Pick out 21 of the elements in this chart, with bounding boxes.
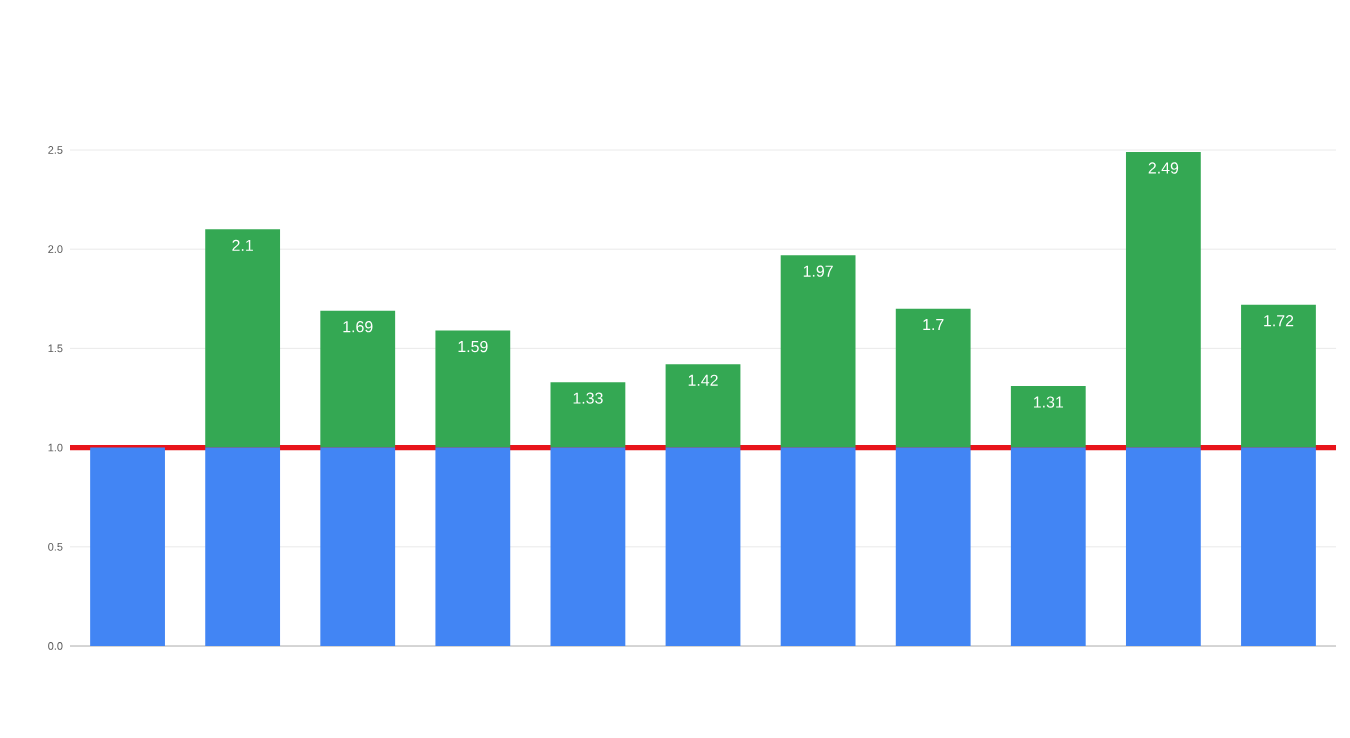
bar <box>665 447 741 646</box>
bar <box>205 447 281 646</box>
bar <box>320 447 396 646</box>
bar <box>320 310 396 448</box>
bar <box>665 364 741 448</box>
bar <box>205 229 281 448</box>
bar <box>1010 386 1086 448</box>
bar <box>780 255 856 448</box>
bar <box>550 447 626 646</box>
bar <box>1241 447 1316 646</box>
bar <box>1125 151 1201 448</box>
bar <box>90 447 165 646</box>
bar <box>895 308 971 448</box>
bar <box>1125 447 1201 646</box>
bar <box>1241 304 1316 448</box>
bar <box>550 382 626 448</box>
bar <box>895 447 971 646</box>
bar <box>1010 447 1086 646</box>
bar <box>780 447 856 646</box>
bar <box>435 330 511 448</box>
bar <box>435 447 511 646</box>
